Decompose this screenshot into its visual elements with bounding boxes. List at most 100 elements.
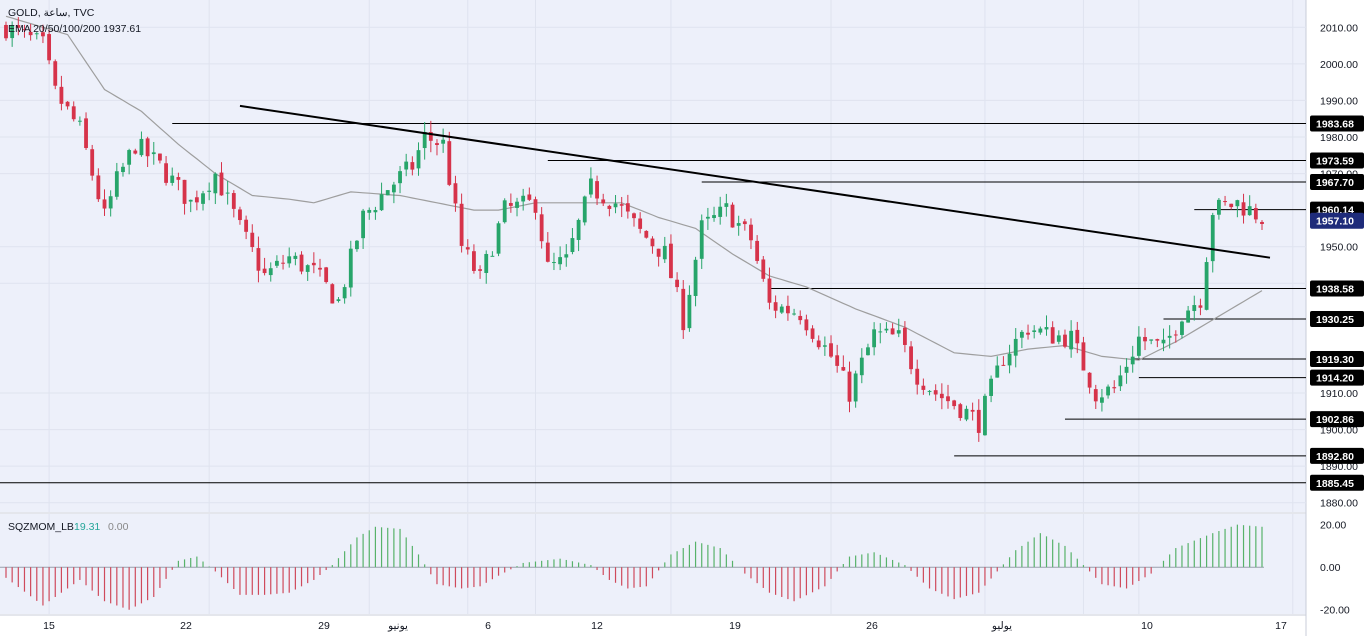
candle-body (231, 193, 236, 209)
candle (158, 153, 162, 164)
candle (890, 323, 895, 335)
momentum-axis[interactable]: 20.00 0.00 -20.00 (1320, 520, 1350, 617)
candle (496, 221, 501, 257)
candle (478, 265, 482, 279)
candle (662, 236, 667, 263)
trendline[interactable] (239, 104, 1271, 259)
candle-body (127, 150, 132, 165)
candle-body (570, 238, 575, 253)
candle (391, 181, 396, 204)
candle (853, 370, 858, 408)
trendline-line[interactable] (239, 104, 1271, 259)
candle (588, 167, 593, 198)
candle-body (274, 260, 279, 266)
candle-body (1118, 375, 1123, 387)
candle (970, 402, 975, 421)
candle-body (952, 400, 957, 407)
candle (1229, 203, 1234, 210)
candle (422, 122, 427, 160)
candle-body (114, 171, 119, 197)
momentum-pane[interactable] (0, 514, 1306, 614)
candle (619, 196, 624, 218)
candle (558, 246, 563, 271)
time-axis[interactable]: 15 22 29 يونيو 6 12 19 26 يوليو 10 17 (43, 620, 1287, 632)
candle (1075, 321, 1080, 354)
candle-body (188, 199, 193, 202)
candle-body (324, 267, 329, 283)
candle (804, 314, 809, 336)
candle (552, 252, 556, 271)
momentum-tick-label: -20.00 (1320, 605, 1350, 617)
candle-body (71, 106, 76, 120)
candle (404, 153, 409, 177)
candle (1063, 329, 1067, 349)
price-tag-label: 1892.80 (1316, 451, 1354, 463)
candle (213, 172, 218, 205)
price-pane[interactable] (0, 0, 1306, 512)
candle-body (521, 195, 526, 202)
candle (1204, 257, 1209, 311)
candle (244, 215, 249, 240)
candle (355, 240, 359, 252)
candle-body (859, 357, 864, 376)
candle-body (755, 240, 760, 261)
candle (34, 31, 39, 40)
candle-body (681, 288, 686, 331)
candle (730, 202, 735, 228)
candle-body (53, 61, 58, 86)
candle (1087, 372, 1092, 394)
candle (724, 193, 729, 217)
price-tag-box (1310, 152, 1364, 169)
candle (59, 75, 64, 111)
candle-body (545, 242, 550, 262)
candle-body (1223, 201, 1227, 203)
candle (681, 280, 686, 339)
candle (1253, 203, 1258, 224)
candle (989, 375, 994, 403)
candle (1210, 212, 1215, 273)
candle (545, 232, 550, 263)
price-tick-label: 1980.00 (1320, 132, 1358, 144)
price-tag: 1892.80 (1310, 447, 1364, 464)
candle (435, 139, 439, 156)
candle-body (890, 328, 895, 335)
candle-body (902, 327, 907, 345)
candle-body (96, 175, 101, 200)
candle-body (1106, 386, 1110, 396)
legend-symbol[interactable]: GOLD, ساعة, TVC (8, 7, 95, 19)
candle (767, 267, 772, 310)
candle-body (219, 172, 224, 196)
candle (1198, 298, 1203, 316)
candle-body (367, 209, 372, 213)
price-tag: 1967.70 (1310, 173, 1364, 190)
candle-body (915, 368, 920, 385)
candle-body (976, 409, 981, 433)
indicator-name[interactable]: SQZMOM_LB (8, 521, 74, 533)
candle (207, 182, 212, 201)
candle-body (933, 390, 938, 395)
candle (151, 141, 156, 165)
candle (77, 116, 82, 126)
candle (1044, 315, 1049, 336)
candle (1173, 330, 1178, 343)
indicator-value-2: 0.00 (108, 521, 129, 533)
candle (1118, 365, 1123, 392)
candle-body (164, 163, 168, 183)
candle-body (539, 214, 544, 242)
candle (1223, 195, 1227, 206)
candle (632, 212, 636, 227)
candle (779, 304, 784, 314)
candle-body (1136, 336, 1141, 356)
candle (792, 308, 796, 316)
candle (10, 21, 15, 47)
candle-body (896, 330, 901, 334)
legend-ema[interactable]: EMA 20/50/100/200 1937.61 (8, 23, 141, 35)
candle-body (170, 175, 175, 183)
price-tag: 1973.59 (1310, 152, 1364, 169)
candle (305, 264, 310, 281)
candle-body (447, 141, 452, 185)
candle (1069, 320, 1074, 358)
candle-body (355, 240, 359, 250)
